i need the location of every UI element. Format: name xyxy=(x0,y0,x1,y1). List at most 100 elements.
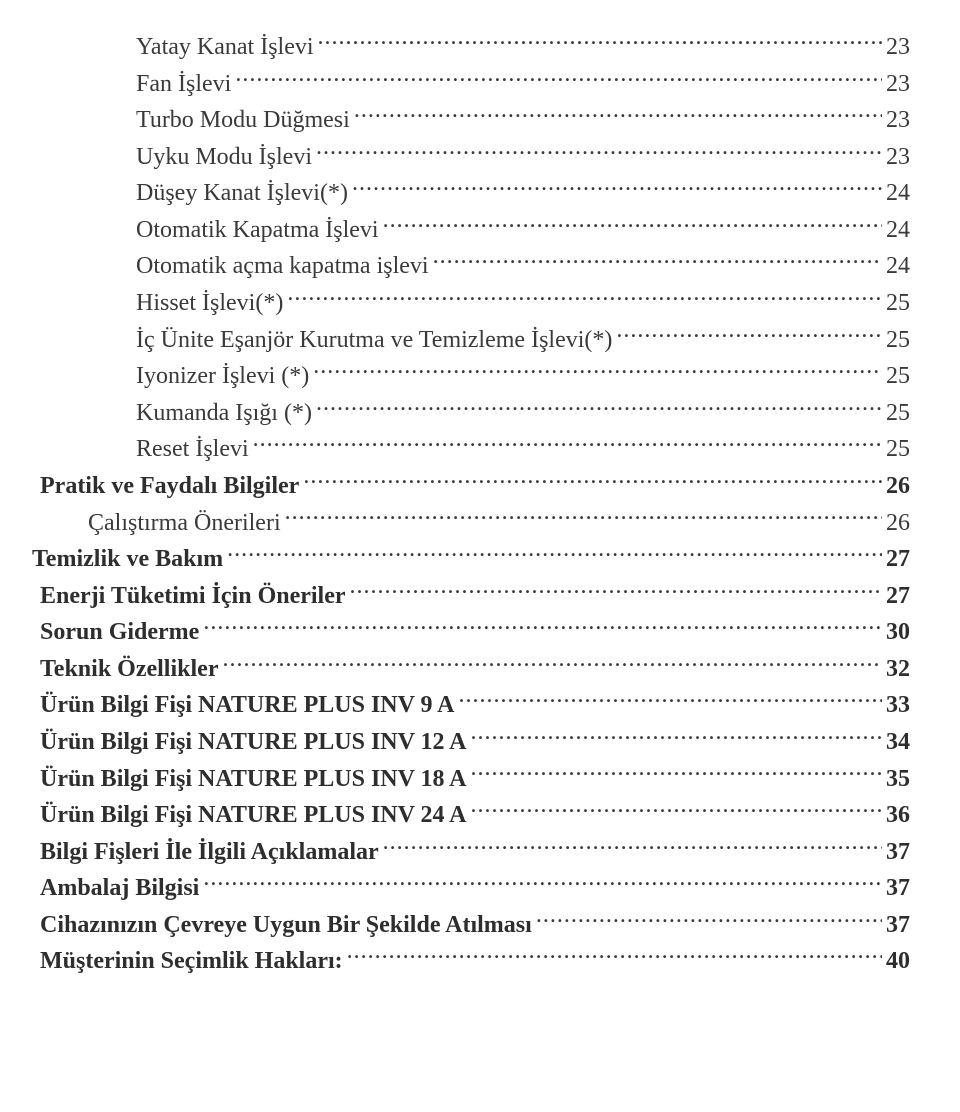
toc-label: Uyku Modu İşlevi xyxy=(136,140,312,174)
toc-label: Fan İşlevi xyxy=(136,67,231,101)
toc-leader-dots xyxy=(203,871,882,895)
toc-entry: Uyku Modu İşlevi 23 xyxy=(40,140,910,174)
toc-label: Teknik Özellikler xyxy=(40,652,218,686)
toc-page-number: 25 xyxy=(886,396,910,430)
toc-label: Temizlik ve Bakım xyxy=(32,542,223,576)
toc-entry: Iyonizer İşlevi (*) 25 xyxy=(40,359,910,393)
toc-label: Otomatik Kapatma İşlevi xyxy=(136,213,379,247)
toc-page-number: 27 xyxy=(886,579,910,613)
toc-page-number: 23 xyxy=(886,103,910,137)
toc-label: Ambalaj Bilgisi xyxy=(40,871,199,905)
toc-entry: Ürün Bilgi Fişi NATURE PLUS INV 12 A 34 xyxy=(40,725,910,759)
toc-label: Pratik ve Faydalı Bilgiler xyxy=(40,469,299,503)
toc-entry: Teknik Özellikler 32 xyxy=(40,652,910,686)
toc-entry: Fan İşlevi 23 xyxy=(40,67,910,101)
toc-label: Ürün Bilgi Fişi NATURE PLUS INV 12 A xyxy=(40,725,467,759)
toc-page-number: 37 xyxy=(886,835,910,869)
toc-label: Turbo Modu Düğmesi xyxy=(136,103,350,137)
toc-entry: Otomatik Kapatma İşlevi 24 xyxy=(40,213,910,247)
toc-leader-dots xyxy=(459,688,882,712)
toc-leader-dots xyxy=(222,652,882,676)
toc-page-number: 25 xyxy=(886,359,910,393)
toc-leader-dots xyxy=(350,579,882,603)
toc-entry: Otomatik açma kapatma işlevi 24 xyxy=(40,249,910,283)
toc-page-number: 33 xyxy=(886,688,910,722)
toc-page-number: 35 xyxy=(886,762,910,796)
toc-page-number: 37 xyxy=(886,908,910,942)
toc-page-number: 23 xyxy=(886,30,910,64)
toc-entry: Ürün Bilgi Fişi NATURE PLUS INV 18 A 35 xyxy=(40,762,910,796)
toc-entry: Turbo Modu Düğmesi 23 xyxy=(40,103,910,137)
toc-label: İç Ünite Eşanjör Kurutma ve Temizleme İş… xyxy=(136,323,612,357)
toc-leader-dots xyxy=(471,725,882,749)
toc-entry: Temizlik ve Bakım 27 xyxy=(32,542,910,576)
toc-label: Düşey Kanat İşlevi(*) xyxy=(136,176,348,210)
toc-page-number: 25 xyxy=(886,286,910,320)
toc-leader-dots xyxy=(313,359,882,383)
toc-entry: Düşey Kanat İşlevi(*) 24 xyxy=(40,176,910,210)
toc-entry: Bilgi Fişleri İle İlgili Açıklamalar 37 xyxy=(40,835,910,869)
toc-label: Ürün Bilgi Fişi NATURE PLUS INV 9 A xyxy=(40,688,455,722)
toc-entry: Ambalaj Bilgisi 37 xyxy=(40,871,910,905)
toc-label: Kumanda Işığı (*) xyxy=(136,396,312,430)
toc-label: Ürün Bilgi Fişi NATURE PLUS INV 24 A xyxy=(40,798,467,832)
toc-page-number: 26 xyxy=(886,469,910,503)
toc-leader-dots xyxy=(318,30,882,54)
toc-entry: Sorun Giderme 30 xyxy=(40,615,910,649)
toc-page-number: 37 xyxy=(886,871,910,905)
toc-page-number: 24 xyxy=(886,249,910,283)
toc-page-number: 25 xyxy=(886,432,910,466)
toc-leader-dots xyxy=(203,615,882,639)
toc-page-number: 25 xyxy=(886,323,910,357)
toc-leader-dots xyxy=(316,396,882,420)
toc-entry: Çalıştırma Önerileri 26 xyxy=(40,506,910,540)
toc-leader-dots xyxy=(316,140,882,164)
toc-page-number: 34 xyxy=(886,725,910,759)
toc-leader-dots xyxy=(471,762,882,786)
toc-label: Sorun Giderme xyxy=(40,615,199,649)
toc-entry: İç Ünite Eşanjör Kurutma ve Temizleme İş… xyxy=(40,323,910,357)
toc-label: Bilgi Fişleri İle İlgili Açıklamalar xyxy=(40,835,379,869)
toc-label: Cihazınızın Çevreye Uygun Bir Şekilde At… xyxy=(40,908,532,942)
toc-label: Ürün Bilgi Fişi NATURE PLUS INV 18 A xyxy=(40,762,467,796)
toc-leader-dots xyxy=(471,798,882,822)
toc-leader-dots xyxy=(303,469,882,493)
toc-entry: Reset İşlevi25 xyxy=(40,432,910,466)
toc-leader-dots xyxy=(616,323,882,347)
toc-page-number: 26 xyxy=(886,506,910,540)
toc-entry: Hisset İşlevi(*) 25 xyxy=(40,286,910,320)
toc-leader-dots xyxy=(536,908,882,932)
table-of-contents: Yatay Kanat İşlevi23Fan İşlevi23Turbo Mo… xyxy=(40,30,910,979)
toc-leader-dots xyxy=(287,286,882,310)
toc-leader-dots xyxy=(352,176,882,200)
toc-entry: Cihazınızın Çevreye Uygun Bir Şekilde At… xyxy=(40,908,910,942)
toc-page-number: 24 xyxy=(886,176,910,210)
toc-page-number: 30 xyxy=(886,615,910,649)
toc-page-number: 23 xyxy=(886,67,910,101)
toc-page-number: 32 xyxy=(886,652,910,686)
toc-entry: Müşterinin Seçimlik Hakları: 40 xyxy=(40,944,910,978)
toc-label: Otomatik açma kapatma işlevi xyxy=(136,249,429,283)
toc-entry: Enerji Tüketimi İçin Öneriler 27 xyxy=(40,579,910,613)
toc-label: Çalıştırma Önerileri xyxy=(88,506,281,540)
toc-label: Enerji Tüketimi İçin Öneriler xyxy=(40,579,346,613)
toc-leader-dots xyxy=(253,432,882,456)
toc-leader-dots xyxy=(383,835,882,859)
toc-entry: Ürün Bilgi Fişi NATURE PLUS INV 9 A 33 xyxy=(40,688,910,722)
toc-page-number: 40 xyxy=(886,944,910,978)
toc-entry: Kumanda Işığı (*) 25 xyxy=(40,396,910,430)
toc-leader-dots xyxy=(347,944,882,968)
toc-label: Iyonizer İşlevi (*) xyxy=(136,359,309,393)
toc-page-number: 23 xyxy=(886,140,910,174)
toc-label: Müşterinin Seçimlik Hakları: xyxy=(40,944,343,978)
toc-entry: Pratik ve Faydalı Bilgiler 26 xyxy=(40,469,910,503)
toc-page-number: 27 xyxy=(886,542,910,576)
toc-leader-dots xyxy=(354,103,882,127)
toc-entry: Ürün Bilgi Fişi NATURE PLUS INV 24 A36 xyxy=(40,798,910,832)
toc-page-number: 24 xyxy=(886,213,910,247)
toc-leader-dots xyxy=(227,542,882,566)
toc-leader-dots xyxy=(383,213,882,237)
toc-label: Hisset İşlevi(*) xyxy=(136,286,283,320)
toc-leader-dots xyxy=(433,249,882,273)
toc-leader-dots xyxy=(235,67,882,91)
